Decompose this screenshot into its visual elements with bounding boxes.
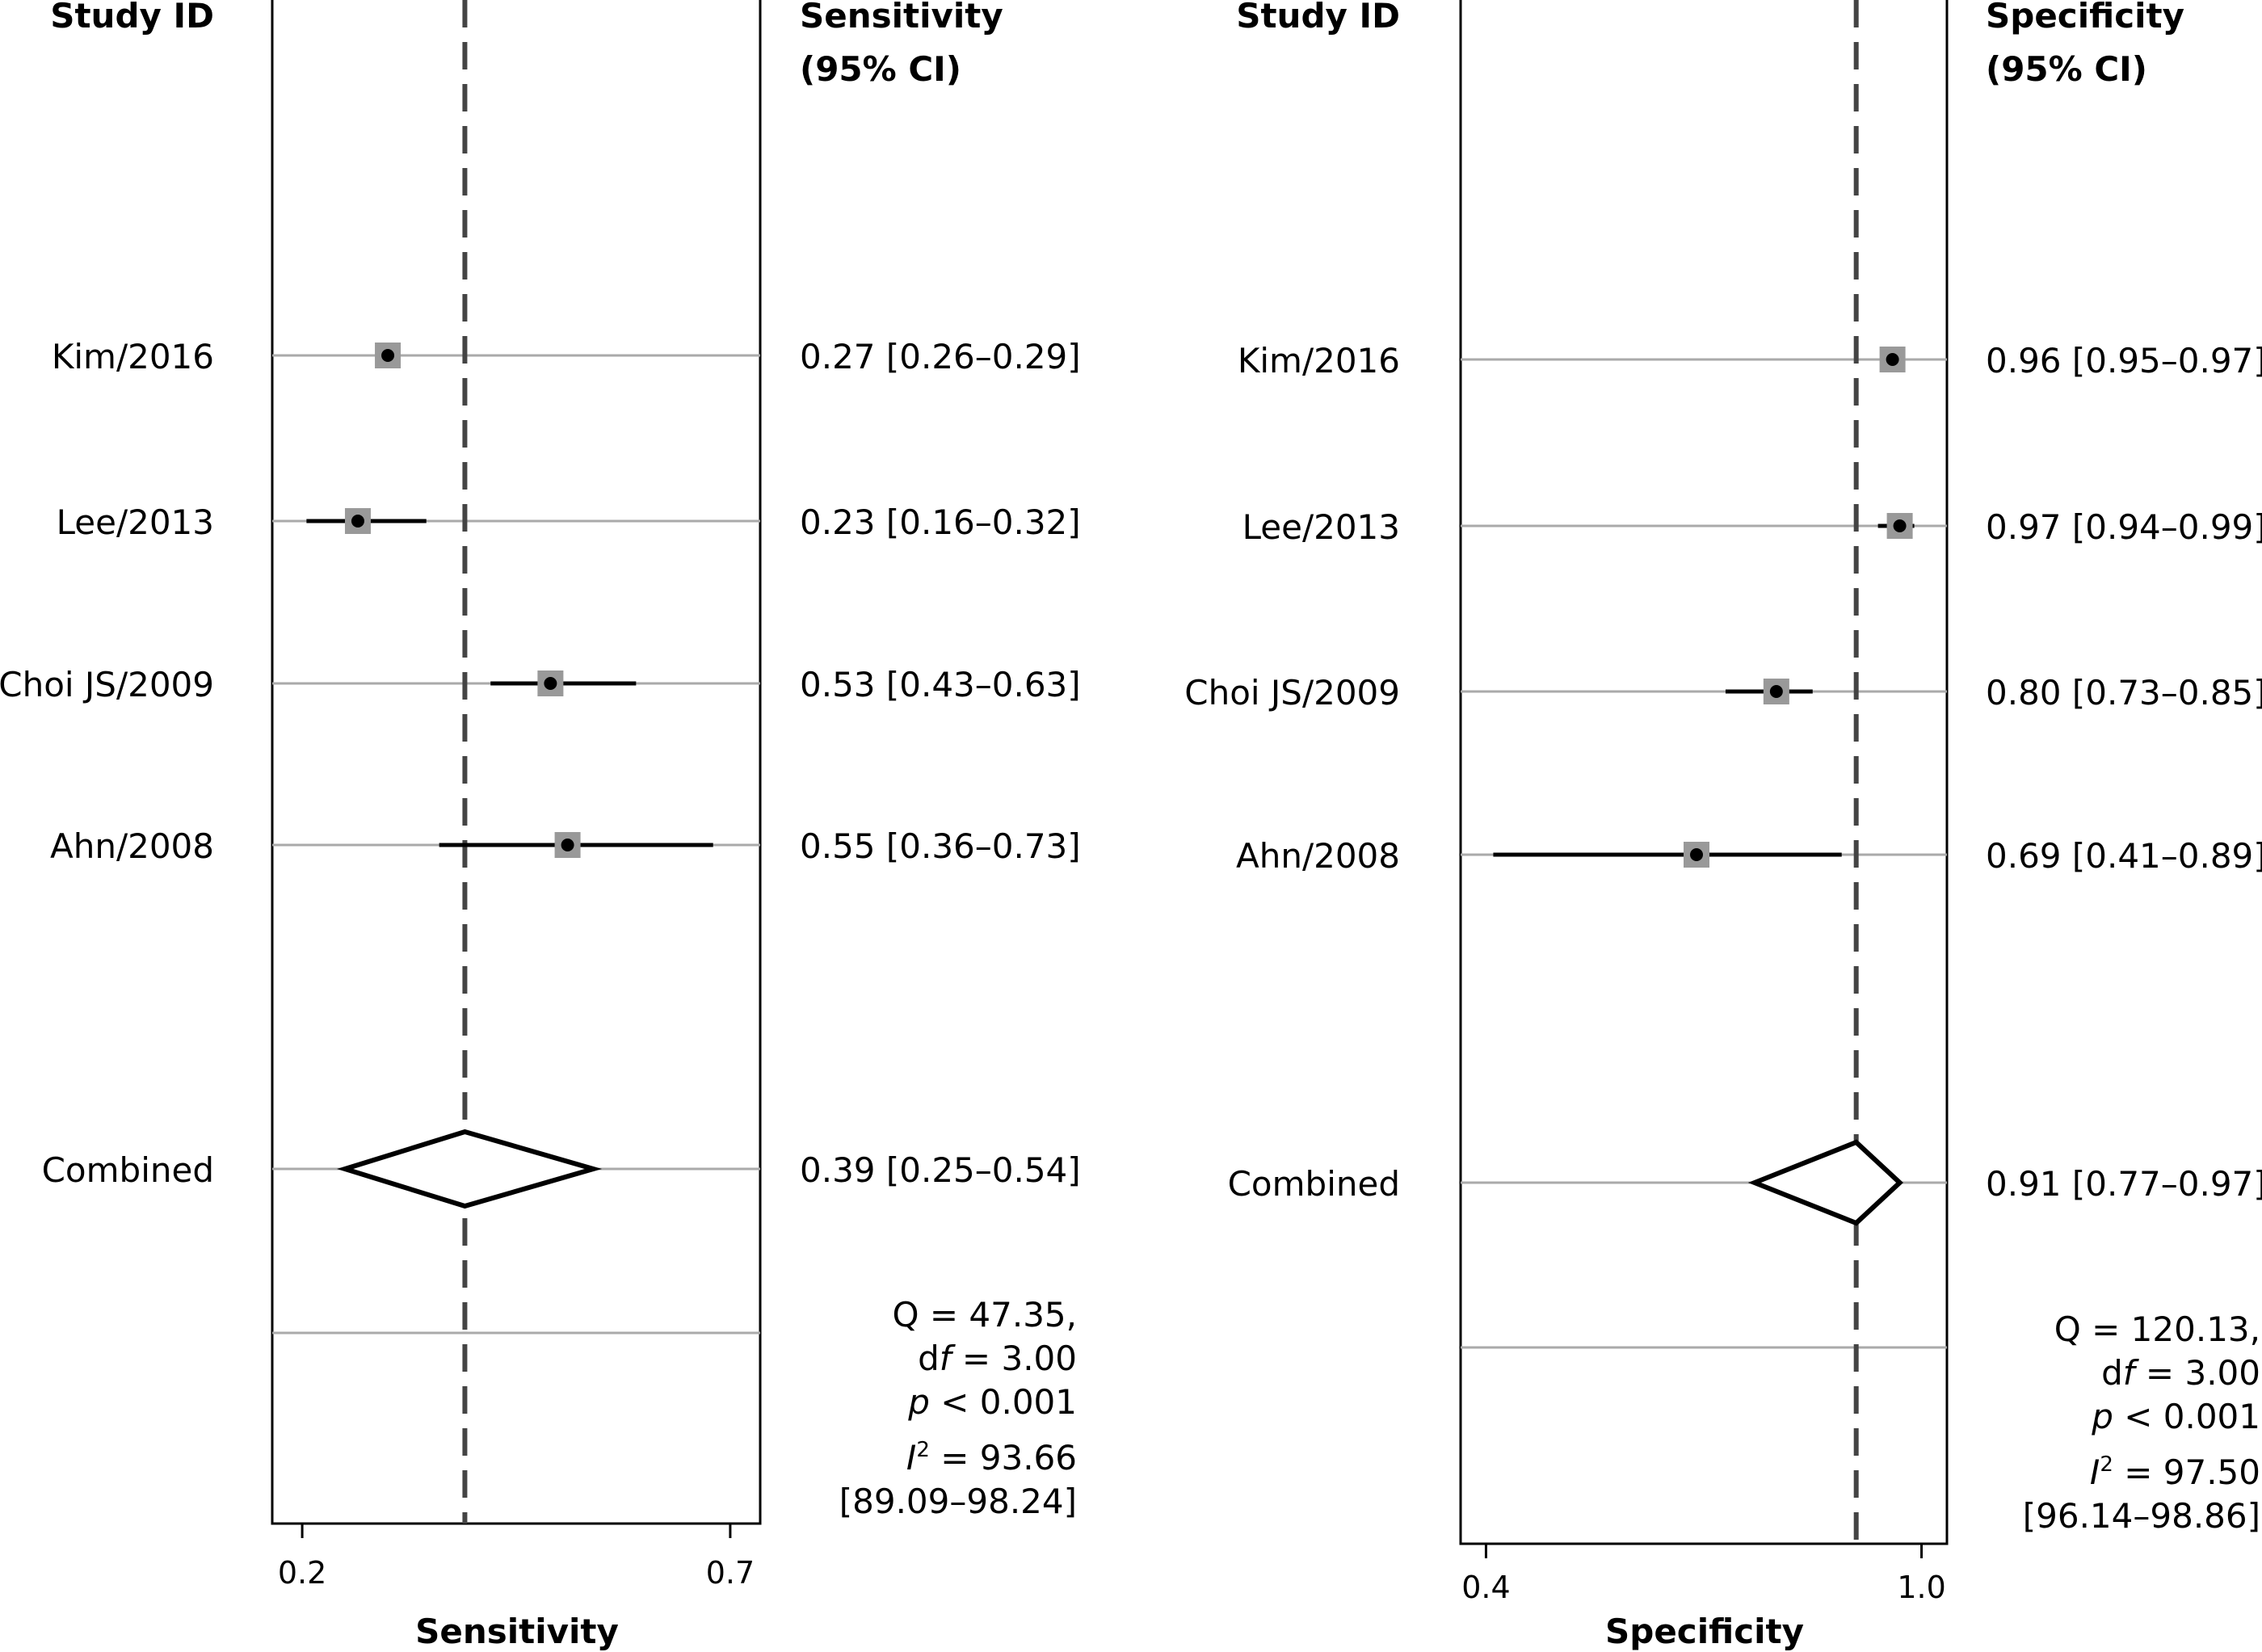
heterogeneity-stats: Q = 47.35, df = 3.00 p < 0.001 I2 = 93.6… — [839, 1295, 1077, 1521]
point-estimate — [1886, 353, 1899, 366]
study-label: Lee/2013 — [1242, 507, 1400, 547]
point-estimate — [544, 677, 557, 690]
x-axis-title: Sensitivity — [415, 1612, 619, 1651]
estimate-ci-text: 0.96 [0.95–0.97] — [1986, 341, 2262, 380]
x-axis: 0.4 1.0 Specificity — [1461, 1544, 1946, 1651]
i2-interval: [96.14–98.86] — [2023, 1496, 2260, 1536]
combined-diamond — [336, 1129, 603, 1209]
study-row: Ahn/2008 0.69 [0.41–0.89] — [1236, 836, 2262, 876]
estimate-ci-text: 0.97 [0.94–0.99] — [1986, 507, 2262, 547]
point-estimate — [561, 839, 574, 851]
estimate-ci-text: 0.55 [0.36–0.73] — [800, 826, 1081, 866]
study-label: Choi JS/2009 — [1184, 673, 1400, 713]
combined-row: Combined 0.91 [0.77–0.97] — [1228, 1139, 2262, 1226]
df-statistic: df = 3.00 — [2101, 1353, 2260, 1393]
df-statistic: df = 3.00 — [918, 1339, 1077, 1378]
plot-frame — [1459, 0, 1949, 1545]
estimate-ci-text: 0.53 [0.43–0.63] — [800, 665, 1081, 704]
point-estimate — [1893, 519, 1907, 532]
i2-statistic: I2 = 97.50 — [2090, 1452, 2260, 1492]
x-axis: 0.2 0.7 Sensitivity — [278, 1524, 755, 1651]
study-row: Kim/2016 0.96 [0.95–0.97] — [1238, 341, 2262, 380]
x-tick-label: 0.4 — [1461, 1570, 1510, 1605]
combined-estimate-text: 0.91 [0.77–0.97] — [1986, 1164, 2262, 1204]
i2-interval: [89.09–98.24] — [839, 1482, 1077, 1521]
study-row: Lee/2013 0.23 [0.16–0.32] — [57, 502, 1081, 542]
estimate-ci-text: 0.23 [0.16–0.32] — [800, 502, 1081, 542]
estimate-ci-text: 0.27 [0.26–0.29] — [800, 337, 1081, 376]
combined-diamond — [1747, 1139, 1904, 1226]
combined-estimate-text: 0.39 [0.25–0.54] — [800, 1150, 1081, 1190]
x-tick-label: 0.2 — [278, 1555, 326, 1591]
estimate-ci-text: 0.69 [0.41–0.89] — [1986, 836, 2262, 876]
i2-statistic: I2 = 93.66 — [906, 1438, 1077, 1478]
study-id-header: Study ID — [50, 0, 214, 36]
q-statistic: Q = 47.35, — [892, 1295, 1077, 1335]
p-value: p < 0.001 — [2091, 1397, 2260, 1436]
sensitivity-panel: Study ID Sensitivity (95% CI) Kim/2016 0… — [0, 0, 1081, 1651]
estimate-ci-text: 0.80 [0.73–0.85] — [1986, 673, 2262, 713]
p-value: p < 0.001 — [907, 1382, 1077, 1422]
study-row: Ahn/2008 0.55 [0.36–0.73] — [50, 826, 1081, 866]
point-estimate — [1769, 685, 1783, 698]
study-id-header: Study ID — [1236, 0, 1400, 36]
x-tick-label: 1.0 — [1897, 1570, 1945, 1605]
estimate-header-line2: (95% CI) — [800, 49, 961, 89]
study-row: Lee/2013 0.97 [0.94–0.99] — [1242, 507, 2262, 547]
x-tick-label: 0.7 — [706, 1555, 755, 1591]
point-estimate — [381, 349, 395, 362]
estimate-header-line1: Specificity — [1986, 0, 2184, 36]
point-estimate — [1690, 848, 1704, 861]
study-row: Choi JS/2009 0.80 [0.73–0.85] — [1184, 673, 2262, 713]
q-statistic: Q = 120.13, — [2054, 1309, 2260, 1349]
estimate-header-line1: Sensitivity — [800, 0, 1003, 36]
study-row: Choi JS/2009 0.53 [0.43–0.63] — [0, 665, 1081, 704]
study-label: Ahn/2008 — [1236, 836, 1400, 876]
study-label: Kim/2016 — [1238, 341, 1400, 380]
combined-row: Combined 0.39 [0.25–0.54] — [42, 1129, 1081, 1209]
study-label: Ahn/2008 — [50, 826, 214, 866]
combined-label: Combined — [1228, 1164, 1400, 1204]
study-label: Kim/2016 — [52, 337, 214, 376]
combined-label: Combined — [42, 1150, 214, 1190]
point-estimate — [351, 515, 364, 528]
x-axis-title: Specificity — [1605, 1612, 1804, 1651]
specificity-panel: Study ID Specificity (95% CI) Kim/2016 0… — [1184, 0, 2262, 1651]
study-label: Lee/2013 — [57, 502, 214, 542]
estimate-header-line2: (95% CI) — [1986, 49, 2147, 89]
plot-frame — [271, 0, 762, 1525]
study-label: Choi JS/2009 — [0, 665, 214, 704]
study-row: Kim/2016 0.27 [0.26–0.29] — [52, 337, 1081, 376]
heterogeneity-stats: Q = 120.13, df = 3.00 p < 0.001 I2 = 97.… — [2023, 1309, 2260, 1536]
